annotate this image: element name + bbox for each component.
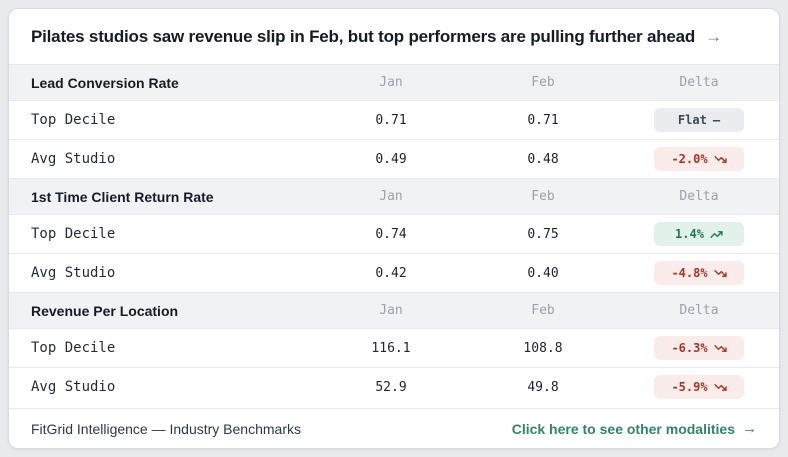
feb-value: 0.75 xyxy=(527,226,559,242)
minus-dash-icon: — xyxy=(712,113,721,127)
jan-value: 0.74 xyxy=(375,226,407,242)
jan-value: 116.1 xyxy=(371,340,411,356)
delta-badge-down: -5.9% xyxy=(654,375,744,399)
delta-badge-flat: Flat — xyxy=(654,108,744,132)
table-row: Avg Studio 0.49 0.48 -2.0% xyxy=(9,139,779,178)
table-row: Top Decile 0.71 0.71 Flat — xyxy=(9,100,779,139)
section-title: Lead Conversion Rate xyxy=(31,74,179,91)
row-label: Top Decile xyxy=(31,226,116,242)
delta-value: 1.4% xyxy=(675,227,704,241)
see-other-modalities-link[interactable]: Click here to see other modalities → xyxy=(512,420,757,437)
trending-down-icon xyxy=(713,383,727,391)
feb-value: 0.40 xyxy=(527,265,559,281)
section-title: Revenue Per Location xyxy=(31,302,179,319)
row-label: Avg Studio xyxy=(31,151,116,167)
feb-value: 0.48 xyxy=(527,151,559,167)
row-label: Avg Studio xyxy=(31,265,116,281)
feb-value: 49.8 xyxy=(527,379,559,395)
column-header-jan: Jan xyxy=(379,189,403,204)
trending-down-icon xyxy=(713,155,727,163)
delta-badge-down: -4.8% xyxy=(654,261,744,285)
jan-value: 0.49 xyxy=(375,151,407,167)
table-row: Avg Studio 52.9 49.8 -5.9% xyxy=(9,367,779,406)
delta-value: Flat xyxy=(677,113,707,127)
link-label: Click here to see other modalities xyxy=(511,420,735,437)
arrow-right-icon: → xyxy=(742,420,757,437)
delta-badge-up: 1.4% xyxy=(654,222,744,246)
delta-value: -5.9% xyxy=(671,380,708,394)
delta-value: -2.0% xyxy=(671,152,708,166)
benchmarks-card: Pilates studios saw revenue slip in Feb,… xyxy=(8,8,780,449)
column-header-delta: Delta xyxy=(679,189,719,204)
column-header-feb: Feb xyxy=(531,75,555,90)
jan-value: 0.42 xyxy=(375,265,407,281)
headline-link[interactable]: Pilates studios saw revenue slip in Feb,… xyxy=(9,9,779,64)
section-header-revenue-per-location: Revenue Per Location Jan Feb Delta xyxy=(9,292,779,328)
column-header-delta: Delta xyxy=(679,303,719,318)
column-header-jan: Jan xyxy=(379,303,403,318)
delta-badge-down: -6.3% xyxy=(654,336,744,360)
trending-up-icon xyxy=(710,230,723,238)
feb-value: 108.8 xyxy=(523,340,563,356)
delta-value: -4.8% xyxy=(671,266,708,280)
table-row: Avg Studio 0.42 0.40 -4.8% xyxy=(9,253,779,292)
section-title: 1st Time Client Return Rate xyxy=(31,188,214,205)
row-label: Top Decile xyxy=(31,112,116,128)
card-footer: FitGrid Intelligence — Industry Benchmar… xyxy=(9,408,779,448)
delta-badge-down: -2.0% xyxy=(654,147,744,171)
table-row: Top Decile 0.74 0.75 1.4% xyxy=(9,214,779,253)
feb-value: 0.71 xyxy=(527,112,559,128)
trending-down-icon xyxy=(713,344,727,352)
column-header-delta: Delta xyxy=(679,75,719,90)
row-label: Avg Studio xyxy=(31,379,116,395)
arrow-right-icon: → xyxy=(705,26,723,46)
jan-value: 0.71 xyxy=(375,112,407,128)
delta-value: -6.3% xyxy=(671,341,708,355)
column-header-feb: Feb xyxy=(531,189,555,204)
section-header-first-time-client-return-rate: 1st Time Client Return Rate Jan Feb Delt… xyxy=(9,178,779,214)
column-header-feb: Feb xyxy=(531,303,555,318)
table-row: Top Decile 116.1 108.8 -6.3% xyxy=(9,328,779,367)
section-header-lead-conversion-rate: Lead Conversion Rate Jan Feb Delta xyxy=(9,64,779,100)
jan-value: 52.9 xyxy=(375,379,407,395)
row-label: Top Decile xyxy=(31,340,116,356)
page-title: Pilates studios saw revenue slip in Feb,… xyxy=(31,26,696,46)
trending-down-icon xyxy=(713,269,727,277)
column-header-jan: Jan xyxy=(379,75,403,90)
source-label: FitGrid Intelligence — Industry Benchmar… xyxy=(31,420,301,437)
